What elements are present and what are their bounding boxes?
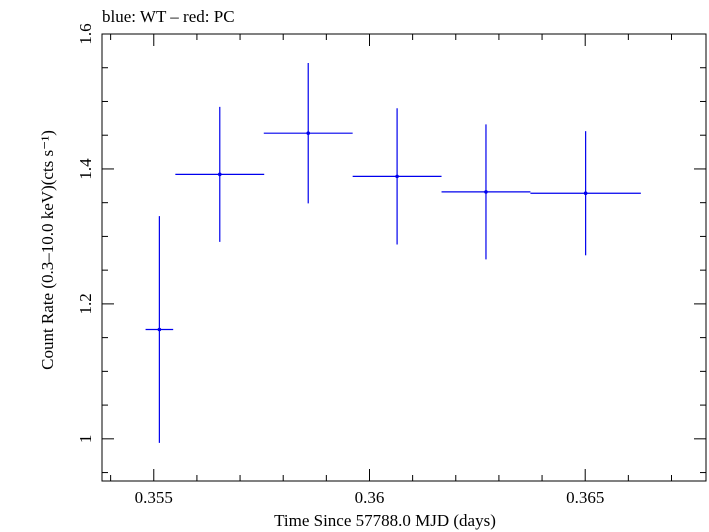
x-tick-label: 0.36 — [355, 488, 385, 507]
chart-title: blue: WT – red: PC — [102, 7, 235, 26]
plot-frame — [101, 33, 707, 482]
y-tick-label: 1.4 — [76, 158, 95, 180]
axis-ticks: 0.355 0.36 0.365 1 1.2 1.4 1.6 — [76, 23, 706, 507]
x-tick-label: 0.355 — [135, 488, 173, 507]
x-axis-label: Time Since 57788.0 MJD (days) — [274, 511, 496, 530]
y-tick-label: 1.2 — [76, 293, 95, 314]
x-tick-label: 0.365 — [566, 488, 604, 507]
data-point — [484, 190, 488, 194]
y-tick-label: 1.6 — [76, 23, 95, 44]
y-tick-label: 1 — [76, 435, 95, 444]
y-axis-label: Count Rate (0.3–10.0 keV)(cts s⁻¹) — [38, 130, 57, 370]
data-point — [583, 191, 588, 196]
data-point — [306, 131, 311, 135]
data-point — [395, 174, 399, 179]
data-point — [217, 172, 222, 177]
data-series-wt — [145, 63, 641, 443]
data-point — [157, 327, 162, 332]
